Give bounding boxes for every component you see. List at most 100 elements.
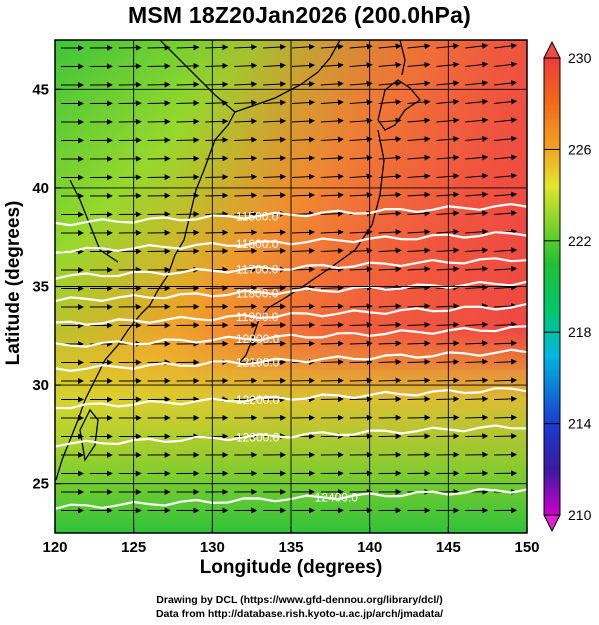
x-tick-label: 125: [121, 539, 146, 556]
wind-arrow: [263, 303, 287, 310]
wind-arrow: [436, 303, 460, 310]
wind-arrow: [494, 154, 518, 161]
wind-arrow: [436, 340, 460, 347]
wind-arrow: [494, 210, 518, 217]
wind-arrow: [494, 358, 518, 365]
wind-arrow: [436, 377, 460, 384]
contour-label: 12400.0: [315, 491, 359, 505]
wind-arrow: [407, 61, 431, 68]
wind-arrow: [147, 81, 171, 88]
wind-arrow: [407, 377, 431, 384]
wind-arrow: [407, 136, 431, 143]
wind-arrow: [494, 265, 518, 272]
wind-arrow: [320, 43, 344, 50]
wind-arrow: [494, 433, 518, 440]
x-tick-label: 150: [514, 539, 539, 556]
wind-arrow: [378, 229, 402, 236]
wind-arrow: [465, 210, 489, 217]
wind-arrow: [291, 322, 315, 329]
wind-arrow: [320, 359, 344, 366]
wind-arrow: [176, 192, 200, 199]
wind-arrow: [263, 284, 287, 291]
wind-arrow: [234, 136, 258, 143]
wind-arrow: [176, 62, 200, 69]
wind-arrow: [407, 284, 431, 291]
wind-arrow: [320, 155, 344, 162]
y-tick-label: 45: [32, 81, 49, 98]
wind-arrow: [407, 191, 431, 198]
wind-arrow: [234, 192, 258, 199]
wind-arrow: [436, 358, 460, 365]
wind-arrow: [176, 155, 200, 162]
wind-arrow: [465, 377, 489, 384]
wind-arrow: [147, 44, 171, 51]
wind-arrow: [234, 155, 258, 162]
wind-arrow: [263, 340, 287, 347]
wind-arrow: [465, 98, 489, 105]
coast-korea-west: [69, 179, 119, 263]
wind-arrow: [349, 321, 373, 328]
contour-label: 11800.0: [236, 286, 279, 300]
wind-arrow: [234, 173, 258, 180]
wind-arrow: [176, 137, 200, 144]
wind-arrow: [291, 43, 315, 50]
wind-arrow: [291, 118, 315, 125]
wind-arrow: [320, 266, 344, 273]
wind-arrow: [494, 42, 518, 49]
wind-arrow: [263, 44, 287, 50]
wind-arrow: [436, 414, 460, 421]
wind-arrow: [494, 377, 518, 384]
wind-arrow: [349, 359, 373, 365]
wind-arrow: [378, 358, 402, 365]
wind-arrow: [494, 191, 518, 198]
wind-arrow: [465, 247, 489, 254]
wind-arrow: [291, 155, 315, 162]
wind-arrow: [291, 173, 315, 180]
wind-arrow: [234, 62, 258, 69]
wind-arrow: [320, 377, 344, 384]
wind-arrow: [436, 154, 460, 161]
gridlines: [55, 40, 527, 533]
x-tick-label: 120: [42, 539, 67, 556]
wind-arrow: [494, 284, 518, 291]
wind-arrow: [176, 118, 200, 125]
wind-arrow: [263, 99, 287, 106]
wind-arrow: [263, 136, 287, 143]
wind-arrow: [407, 173, 431, 180]
plot-area: 11500.0 11600.0 11700.0 11800.0 11900.0 12000…: [55, 40, 527, 533]
wind-arrow: [465, 265, 489, 272]
wind-arrow: [176, 81, 200, 88]
wind-arrow: [436, 191, 460, 198]
wind-arrow: [407, 98, 431, 105]
wind-arrow: [436, 80, 460, 87]
wind-arrow: [349, 266, 373, 273]
wind-arrow: [349, 247, 373, 254]
wind-arrow: [349, 136, 373, 143]
coast-honshu: [267, 129, 385, 309]
contour-label: 12000.0: [236, 332, 280, 346]
contour-label: 12300.0: [236, 430, 280, 444]
wind-arrow: [494, 98, 518, 105]
wind-arrow: [147, 63, 171, 70]
coast-taiwan: [79, 408, 99, 462]
wind-arrow: [407, 303, 431, 310]
wind-arrow: [205, 81, 229, 88]
wind-arrow: [465, 80, 489, 87]
wind-arrow: [205, 99, 229, 106]
wind-arrow: [407, 321, 431, 328]
wind-arrow: [205, 192, 229, 199]
wind-arrow: [263, 229, 287, 236]
wind-arrow: [320, 173, 344, 180]
wind-arrow: [465, 414, 489, 421]
wind-arrow: [291, 192, 315, 199]
wind-arrow: [494, 61, 518, 68]
wind-arrow: [234, 44, 258, 51]
wind-arrow: [263, 173, 287, 180]
credit-drawing: Drawing by DCL (https://www.gfd-dennou.o…: [156, 594, 443, 606]
wind-arrow: [465, 135, 489, 142]
wind-arrow: [465, 191, 489, 198]
chart-title: MSM 18Z20Jan2026 (200.0hPa): [128, 2, 471, 28]
wind-arrow: [320, 192, 344, 199]
wind-arrow: [234, 285, 258, 292]
